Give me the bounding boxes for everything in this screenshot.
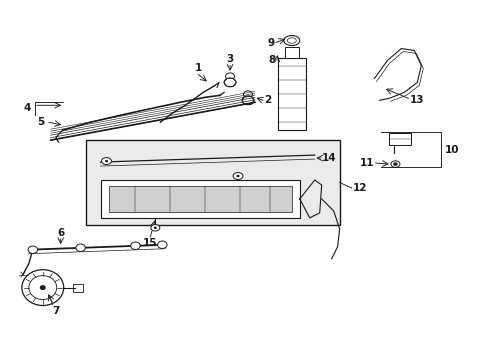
Text: 8: 8 bbox=[268, 55, 275, 66]
Text: 4: 4 bbox=[23, 103, 31, 113]
Text: 15: 15 bbox=[143, 238, 157, 248]
Text: 5: 5 bbox=[38, 117, 45, 127]
Bar bbox=[85, 140, 339, 225]
Ellipse shape bbox=[390, 161, 399, 167]
Bar bbox=[285, 46, 298, 58]
Bar bbox=[388, 133, 410, 145]
Ellipse shape bbox=[243, 91, 252, 98]
Ellipse shape bbox=[225, 73, 234, 80]
Ellipse shape bbox=[29, 276, 57, 300]
Text: 14: 14 bbox=[321, 153, 336, 163]
Text: 10: 10 bbox=[444, 145, 459, 154]
Ellipse shape bbox=[40, 285, 46, 290]
Ellipse shape bbox=[76, 244, 85, 252]
Ellipse shape bbox=[224, 78, 236, 87]
Text: 11: 11 bbox=[359, 158, 374, 168]
Ellipse shape bbox=[130, 242, 140, 249]
Ellipse shape bbox=[233, 172, 243, 180]
Ellipse shape bbox=[157, 241, 167, 248]
Text: 1: 1 bbox=[194, 63, 202, 73]
Text: 9: 9 bbox=[267, 37, 274, 48]
Bar bbox=[108, 186, 291, 212]
Ellipse shape bbox=[287, 38, 296, 43]
Ellipse shape bbox=[393, 163, 397, 166]
Ellipse shape bbox=[154, 226, 157, 229]
Ellipse shape bbox=[236, 175, 239, 177]
Ellipse shape bbox=[105, 160, 108, 162]
Ellipse shape bbox=[22, 270, 63, 306]
Text: 2: 2 bbox=[264, 95, 271, 105]
Bar bbox=[277, 58, 305, 130]
Text: 13: 13 bbox=[408, 95, 423, 105]
Bar bbox=[101, 180, 299, 218]
Text: 3: 3 bbox=[226, 54, 233, 64]
Ellipse shape bbox=[28, 246, 38, 253]
Ellipse shape bbox=[151, 225, 160, 231]
Ellipse shape bbox=[283, 36, 299, 45]
Bar bbox=[73, 284, 82, 292]
Ellipse shape bbox=[242, 96, 253, 105]
Text: 12: 12 bbox=[352, 183, 366, 193]
Text: 7: 7 bbox=[53, 306, 60, 315]
Text: 6: 6 bbox=[57, 228, 64, 238]
Ellipse shape bbox=[102, 158, 111, 165]
